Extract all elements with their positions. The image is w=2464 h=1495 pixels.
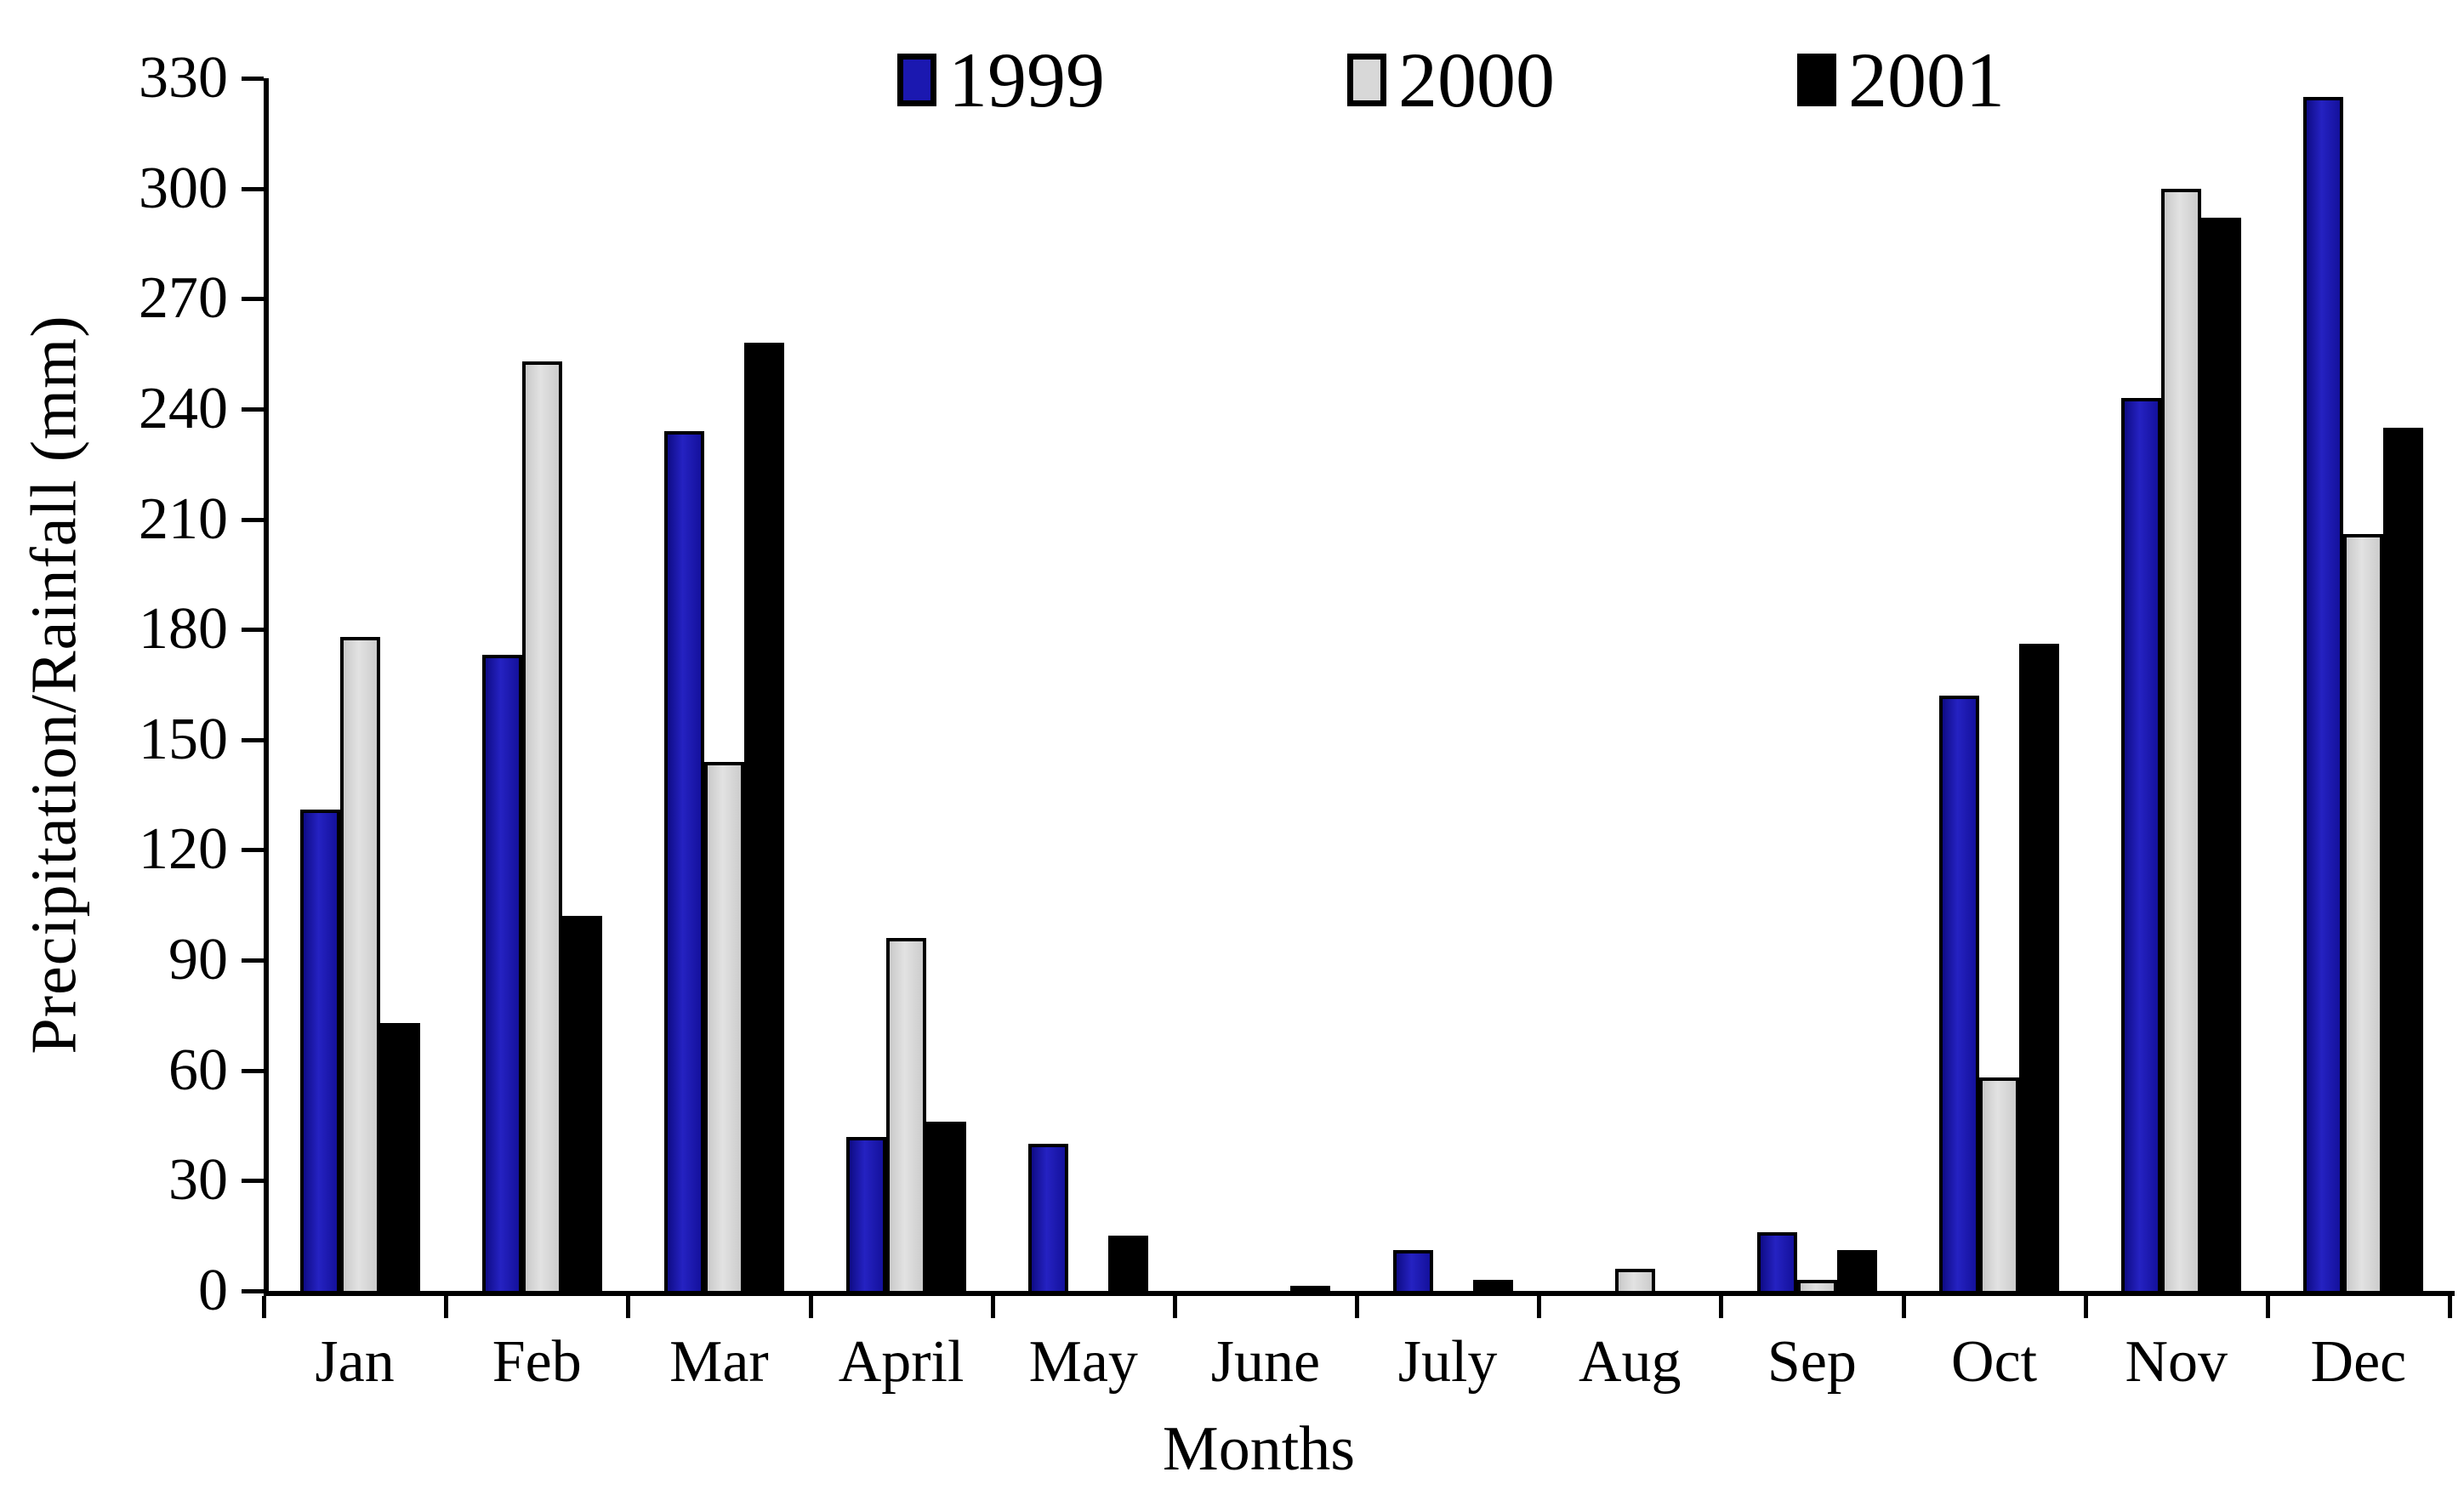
x-tick-mark-7 <box>1537 1296 1542 1318</box>
y-tick-mark-300 <box>242 186 264 191</box>
y-tick-mark-330 <box>242 77 264 81</box>
bar-sep-1999 <box>1756 1231 1797 1291</box>
bar-sep-2001 <box>1836 1250 1877 1291</box>
x-tick-mark-9 <box>1901 1296 1906 1318</box>
bar-oct-2000 <box>1979 1077 2020 1291</box>
bar-feb-1999 <box>481 655 522 1291</box>
bar-aug-2000 <box>1614 1269 1655 1291</box>
y-tick-mark-240 <box>242 406 264 412</box>
bar-may-2001 <box>1108 1236 1149 1291</box>
x-tick-label-july: July <box>1397 1329 1498 1395</box>
bar-july-2001 <box>1472 1280 1513 1291</box>
bar-july-1999 <box>1392 1250 1433 1291</box>
bar-april-1999 <box>846 1136 887 1291</box>
bar-dec-2001 <box>2383 427 2424 1291</box>
x-tick-mark-10 <box>2083 1296 2088 1318</box>
legend-item-2000: 2000 <box>1347 41 1555 119</box>
x-tick-label-april: April <box>838 1329 965 1395</box>
x-tick-mark-3 <box>808 1296 813 1318</box>
y-tick-label-90: 90 <box>168 927 228 993</box>
bar-april-2000 <box>886 938 927 1291</box>
y-tick-label-270: 270 <box>139 265 228 332</box>
y-tick-mark-0 <box>242 1289 264 1293</box>
legend-label-1999: 1999 <box>948 37 1105 123</box>
y-tick-label-240: 240 <box>139 375 228 441</box>
y-tick-label-120: 120 <box>139 816 228 883</box>
x-tick-label-oct: Oct <box>1951 1329 2038 1395</box>
x-tick-label-mar: Mar <box>669 1329 769 1395</box>
y-tick-label-300: 300 <box>139 155 228 221</box>
legend-item-2001: 2001 <box>1797 41 2005 119</box>
x-tick-label-dec: Dec <box>2310 1329 2407 1395</box>
legend-swatch-1999 <box>897 54 936 106</box>
x-tick-mark-5 <box>1172 1296 1177 1318</box>
y-tick-label-30: 30 <box>168 1147 228 1214</box>
y-tick-mark-60 <box>242 1068 264 1073</box>
bar-june-2001 <box>1290 1286 1331 1291</box>
y-tick-label-330: 330 <box>139 45 228 111</box>
y-tick-mark-30 <box>242 1179 264 1184</box>
bar-may-1999 <box>1028 1144 1069 1291</box>
bar-nov-2001 <box>2201 218 2242 1291</box>
x-tick-label-nov: Nov <box>2125 1329 2228 1395</box>
y-tick-mark-120 <box>242 848 264 853</box>
legend-label-2001: 2001 <box>1848 37 2005 123</box>
x-tick-label-jan: Jan <box>315 1329 395 1395</box>
y-tick-label-60: 60 <box>168 1037 228 1103</box>
x-tick-mark-1 <box>444 1296 449 1318</box>
bar-jan-2001 <box>379 1022 420 1291</box>
x-tick-label-aug: Aug <box>1578 1329 1682 1395</box>
bar-dec-1999 <box>2303 96 2344 1291</box>
bar-oct-2001 <box>2019 644 2060 1291</box>
bar-feb-2000 <box>521 361 562 1291</box>
y-tick-label-0: 0 <box>198 1258 228 1323</box>
x-axis-title: Months <box>1162 1414 1356 1484</box>
bar-jan-1999 <box>299 809 340 1291</box>
bar-jan-2000 <box>339 636 380 1291</box>
bar-mar-2000 <box>703 761 744 1291</box>
bar-sep-2000 <box>1796 1280 1837 1291</box>
legend-item-1999: 1999 <box>897 41 1105 119</box>
y-tick-mark-270 <box>242 297 264 302</box>
y-tick-mark-210 <box>242 517 264 522</box>
x-tick-label-sep: Sep <box>1767 1329 1857 1395</box>
legend-label-2000: 2000 <box>1398 37 1555 123</box>
y-tick-mark-90 <box>242 958 264 964</box>
x-tick-mark-6 <box>1355 1296 1359 1318</box>
bar-nov-2000 <box>2161 188 2202 1291</box>
bar-oct-1999 <box>1939 695 1980 1291</box>
bar-mar-2001 <box>743 343 784 1291</box>
x-tick-mark-2 <box>626 1296 631 1318</box>
legend-swatch-2001 <box>1797 54 1836 106</box>
y-tick-mark-150 <box>242 737 264 742</box>
x-tick-mark-4 <box>990 1296 995 1318</box>
bar-mar-1999 <box>663 430 704 1291</box>
x-tick-label-feb: Feb <box>492 1329 582 1395</box>
legend: 1999 2000 2001 <box>897 41 2005 119</box>
x-tick-mark-0 <box>262 1296 266 1318</box>
x-tick-label-june: June <box>1210 1329 1321 1395</box>
x-tick-mark-12 <box>2448 1296 2452 1318</box>
y-tick-mark-180 <box>242 628 264 633</box>
x-tick-mark-8 <box>1719 1296 1724 1318</box>
bar-dec-2000 <box>2343 533 2384 1291</box>
y-tick-label-150: 150 <box>139 706 228 772</box>
bar-feb-2001 <box>561 916 602 1291</box>
x-tick-label-may: May <box>1028 1329 1138 1395</box>
y-tick-label-210: 210 <box>139 486 228 552</box>
y-tick-label-180: 180 <box>139 596 228 662</box>
bar-nov-1999 <box>2121 397 2162 1291</box>
legend-swatch-2000 <box>1347 54 1386 106</box>
plot-area <box>264 78 2455 1296</box>
bar-april-2001 <box>926 1122 967 1291</box>
x-tick-mark-11 <box>2265 1296 2270 1318</box>
